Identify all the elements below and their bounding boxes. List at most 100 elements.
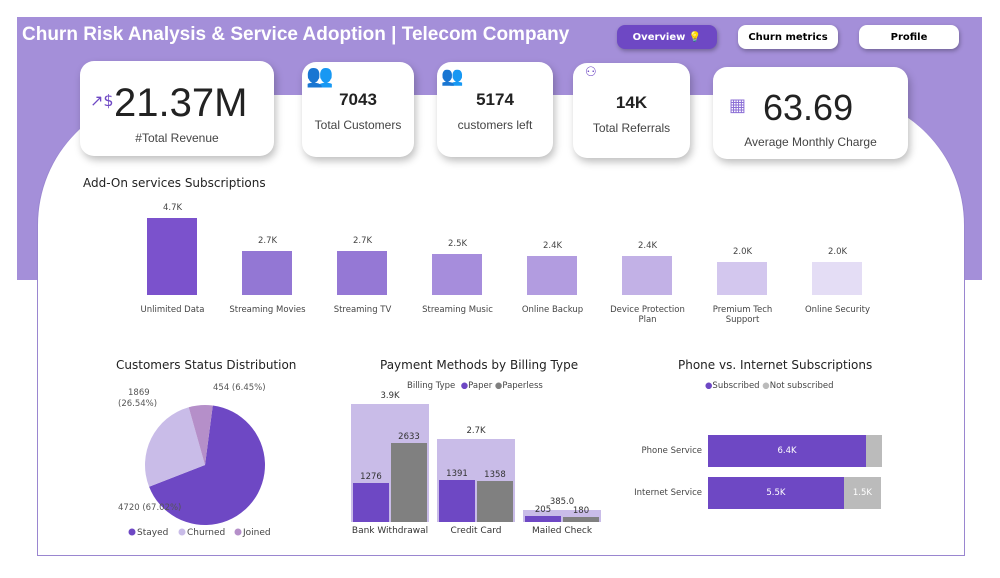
- legend-dot-paper: ●: [460, 381, 469, 391]
- payment-category-label: Bank Withdrawal: [351, 526, 429, 536]
- bill-icon: ▦: [729, 95, 747, 116]
- legend-dot-not-subscribed: ●: [762, 381, 770, 391]
- legend-dot: [234, 528, 242, 536]
- kpi-label: Total Customers: [314, 118, 402, 132]
- payment-bar-paper: [525, 515, 561, 522]
- kpi-label: customers left: [457, 118, 533, 132]
- tab-profile[interactable]: Profile: [859, 25, 959, 49]
- payment-legend: Billing Type ●Paper ●Paperless: [407, 381, 607, 391]
- kpi-customers: 👥 7043 Total Customers: [302, 62, 414, 157]
- legend-dot: [128, 528, 136, 536]
- payment-value-label: 1358: [484, 470, 506, 480]
- legend-paper: Paper: [468, 381, 493, 391]
- addon-bar: [812, 262, 862, 295]
- addon-category-label: Streaming Music: [422, 305, 493, 315]
- hbar-not-subscribed: 1.5K: [843, 477, 881, 509]
- payment-bar-paperless: [477, 481, 513, 522]
- status-pie-chart: 4720 (67.02%) 1869(26.54%) 454 (6.45%) Stay…: [118, 383, 271, 538]
- payment-value-label: 1276: [360, 472, 382, 483]
- phone-internet-legend: ●Subscribed ●Not subscribed: [705, 381, 834, 391]
- kpi-value: 14K: [615, 93, 648, 112]
- addon-bar: [242, 250, 292, 295]
- addon-category-label: Online Backup: [521, 305, 584, 315]
- payment-bar-paperless: [391, 442, 427, 522]
- kpi-value: 21.37M: [114, 81, 248, 125]
- addon-category-label: Streaming TV: [333, 305, 392, 315]
- pie-slice-joined: [188, 405, 213, 465]
- addon-bar: [527, 255, 577, 295]
- legend-dot: [178, 528, 186, 536]
- status-chart-title: Customers Status Distribution: [116, 358, 297, 372]
- addon-data-label: 2.5K: [447, 239, 468, 250]
- phone-internet-chart-title: Phone vs. Internet Subscriptions: [678, 358, 873, 372]
- legend-joined: Joined: [242, 528, 271, 538]
- hbar-category-label: Internet Service: [634, 488, 702, 498]
- kpi-customers-left: 👥 5174 customers left: [437, 62, 553, 157]
- kpi-value: 5174: [476, 90, 514, 109]
- payment-value-label: 180: [572, 505, 590, 516]
- payment-value-label: 205: [534, 504, 552, 515]
- kpi-revenue: ↗$ 21.37M #Total Revenue: [80, 61, 274, 156]
- payment-total-bar: [523, 510, 601, 522]
- legend-dot-paperless: ●: [494, 381, 503, 391]
- payment-total-label: 2.7K: [466, 426, 486, 437]
- addon-category-label: Unlimited Data: [140, 305, 205, 315]
- legend-paperless: Paperless: [502, 381, 543, 391]
- page-title: Churn Risk Analysis & Service Adoption |…: [22, 24, 570, 45]
- payment-bar-paperless: [563, 516, 599, 522]
- tab-overview[interactable]: Overview 💡: [617, 25, 717, 49]
- addon-category-label: Premium Tech Support: [712, 305, 773, 325]
- payment-bar-paper: [353, 483, 389, 522]
- addon-category-label: Device Protection Plan: [610, 305, 685, 325]
- payment-total-label: 3.9K: [380, 391, 400, 401]
- addon-category-label: Online Security: [804, 305, 871, 315]
- payment-bar-paper: [439, 480, 475, 522]
- tab-churn-metrics[interactable]: Churn metrics: [738, 25, 838, 49]
- addon-data-label: 2.0K: [732, 247, 753, 258]
- addon-bar: [147, 218, 197, 295]
- kpi-label: Average Monthly Charge: [744, 135, 877, 149]
- addon-category-label: Streaming Movies: [229, 305, 306, 315]
- payment-chart-title: Payment Methods by Billing Type: [380, 358, 579, 372]
- addon-bar: [337, 250, 387, 295]
- users-icon: 👥: [306, 64, 334, 89]
- addon-chart: 4.7K Unlimited Data 2.7K Streaming Movies 2.…: [125, 195, 895, 335]
- hbar-not-subscribed: [866, 435, 882, 467]
- pie-slice-stayed: [149, 405, 265, 525]
- addon-bar: [717, 262, 767, 295]
- kpi-value: 63.69: [763, 87, 854, 128]
- pie-label-churned-pct: (26.54%): [118, 399, 157, 409]
- addon-chart-title: Add-On services Subscriptions: [83, 176, 266, 190]
- addon-bar: [432, 254, 482, 295]
- payment-category-label: Mailed Check: [531, 526, 593, 536]
- legend-title: Billing Type: [407, 381, 456, 391]
- hbar-subscribed: 5.5K: [708, 477, 844, 509]
- kpi-referrals: ⚇ 14K Total Referrals: [573, 63, 690, 158]
- referral-network-icon: ⚇: [585, 65, 597, 80]
- hbar-category-label: Phone Service: [641, 446, 702, 456]
- addon-bar: [622, 255, 672, 295]
- kpi-monthly-charge: ▦ 63.69 Average Monthly Charge: [713, 67, 908, 159]
- addon-data-label: 2.7K: [352, 235, 373, 246]
- addon-data-label: 2.0K: [827, 247, 848, 258]
- legend-stayed: Stayed: [137, 528, 168, 538]
- kpi-value: 7043: [339, 90, 377, 109]
- pie-label-churned: 1869: [128, 388, 150, 398]
- payment-total-label: 385.0: [549, 497, 575, 508]
- legend-dot-subscribed: ●: [705, 381, 713, 391]
- addon-data-label: 2.7K: [257, 235, 278, 246]
- pie-label-stayed: 4720 (67.02%): [118, 503, 181, 513]
- revenue-growth-icon: ↗$: [90, 91, 114, 110]
- legend-churned: Churned: [187, 528, 225, 538]
- pie-slice-churned: [145, 407, 205, 487]
- payment-chart: 3.9K 1276 2633 Bank Withdrawal 2.7K 1391 1358 C…: [340, 391, 620, 545]
- legend-not-subscribed: Not subscribed: [769, 381, 834, 391]
- addon-data-label: 4.7K: [162, 203, 183, 213]
- payment-category-label: Credit Card: [450, 526, 502, 536]
- pie-label-joined: 454 (6.45%): [213, 383, 266, 393]
- kpi-label: Total Referrals: [592, 121, 671, 135]
- addon-data-label: 2.4K: [542, 240, 563, 251]
- phone-internet-chart: Phone Service 6.4K Internet Service 5.5K 1.5…: [620, 430, 900, 520]
- payment-value-label: 2633: [398, 431, 420, 442]
- kpi-label: #Total Revenue: [135, 131, 219, 145]
